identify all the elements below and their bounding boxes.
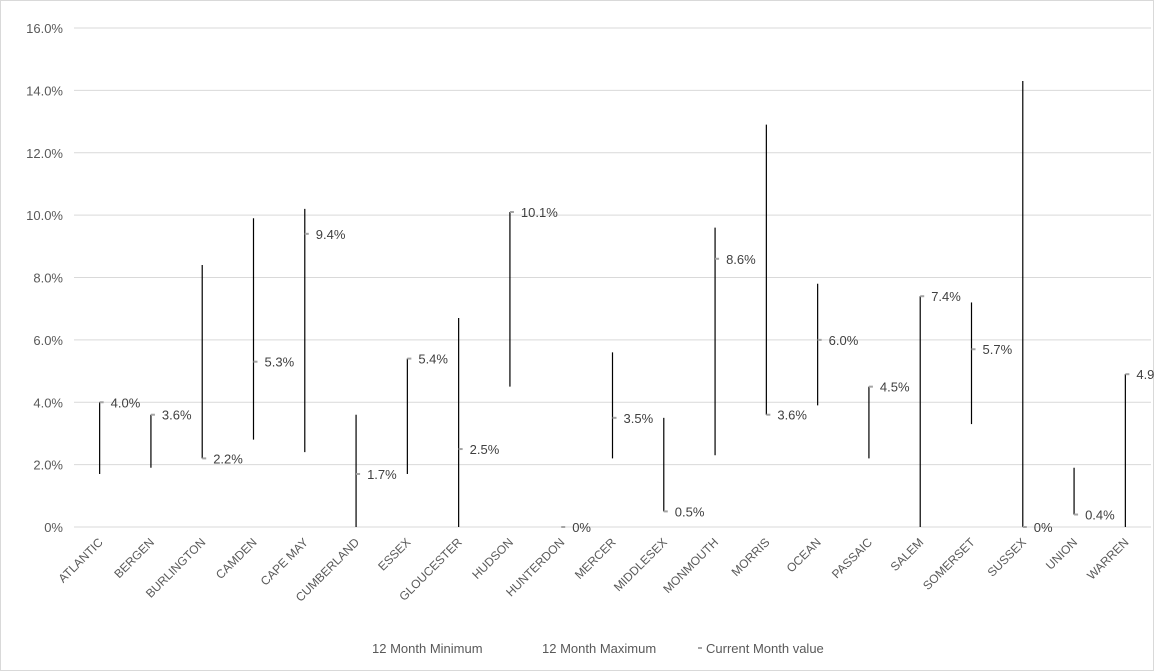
x-tick-label: SOMERSET <box>920 535 978 593</box>
data-label: 4.9% <box>1136 367 1154 382</box>
data-label: 5.7% <box>983 342 1013 357</box>
current-marker-warren <box>1125 373 1130 376</box>
current-marker-somerset <box>971 348 976 351</box>
data-label: 0.5% <box>675 504 705 519</box>
x-tick-label: MORRIS <box>729 535 773 579</box>
x-tick-label: ATLANTIC <box>55 535 106 586</box>
data-label: 6.0% <box>829 333 859 348</box>
data-label: 7.4% <box>931 289 961 304</box>
range-lines <box>99 81 1126 527</box>
y-tick-label: 0% <box>44 520 63 535</box>
data-label: 0.4% <box>1085 508 1115 523</box>
current-marker-ocean <box>817 338 822 341</box>
x-tick-label: HUDSON <box>469 535 516 582</box>
legend-item-maximum: 12 Month Maximum <box>542 641 656 656</box>
current-marker-camden <box>253 360 258 363</box>
current-markers <box>99 211 1130 528</box>
current-marker-union <box>1074 513 1079 516</box>
current-marker-bergen <box>150 413 155 416</box>
y-tick-label: 4.0% <box>33 395 63 410</box>
data-label: 4.0% <box>111 395 141 410</box>
current-marker-sussex <box>1022 526 1027 528</box>
data-label: 8.6% <box>726 252 756 267</box>
current-marker-hudson <box>509 211 514 214</box>
current-marker-hunterdon <box>561 526 566 528</box>
data-label: 9.4% <box>316 227 346 242</box>
data-labels: 4.0% 3.6% 2.2% 5.3% 9.4% 1.7% 5.4% 2.5% 10.1% 0% 3… <box>111 205 1154 535</box>
x-tick-label: ESSEX <box>375 535 413 573</box>
y-tick-label: 8.0% <box>33 271 63 286</box>
x-tick-label: OCEAN <box>784 535 824 575</box>
data-label: 4.5% <box>880 380 910 395</box>
x-tick-label: BERGEN <box>111 535 157 581</box>
y-tick-label: 6.0% <box>33 333 63 348</box>
x-tick-label: UNION <box>1043 535 1080 572</box>
current-marker-salem <box>920 295 925 298</box>
current-marker-cape-may <box>304 232 309 235</box>
y-tick-label: 12.0% <box>26 146 63 161</box>
data-label: 2.5% <box>470 442 500 457</box>
x-tick-label: CAPE MAY <box>258 535 311 588</box>
y-tick-label: 2.0% <box>33 458 63 473</box>
data-label: 0% <box>1034 520 1053 535</box>
x-tick-label: SUSSEX <box>985 535 1029 579</box>
data-label: 3.6% <box>162 408 192 423</box>
current-marker-mercer <box>612 416 617 419</box>
current-marker-burlington <box>202 457 207 460</box>
current-marker-essex <box>407 357 412 360</box>
y-tick-label: 16.0% <box>26 21 63 36</box>
current-marker-atlantic <box>99 401 104 404</box>
data-label: 0% <box>572 520 591 535</box>
current-marker-morris <box>766 413 771 416</box>
x-tick-label: SALEM <box>888 535 927 574</box>
data-label: 2.2% <box>213 451 243 466</box>
current-marker-gloucester <box>458 448 463 451</box>
data-label: 5.3% <box>265 355 295 370</box>
legend-item-current: Current Month value <box>706 641 824 656</box>
legend: 12 Month Minimum 12 Month Maximum Curren… <box>372 641 824 656</box>
legend-marker-current <box>698 647 702 649</box>
x-tick-label: CAMDEN <box>213 535 260 582</box>
data-label: 1.7% <box>367 467 397 482</box>
data-label: 5.4% <box>418 352 448 367</box>
current-marker-passaic <box>868 385 873 388</box>
data-label: 3.6% <box>777 408 807 423</box>
current-marker-monmouth <box>715 257 720 260</box>
x-tick-label: MONMOUTH <box>660 535 721 596</box>
current-marker-cumberland <box>356 472 361 475</box>
y-tick-label: 10.0% <box>26 208 63 223</box>
y-axis-ticks: 0% 2.0% 4.0% 6.0% 8.0% 10.0% 12.0% 14.0% 16.0% <box>26 21 63 535</box>
x-tick-label: MERCER <box>572 535 619 582</box>
data-label: 10.1% <box>521 205 558 220</box>
x-tick-label: PASSAIC <box>829 535 875 581</box>
y-tick-label: 14.0% <box>26 83 63 98</box>
data-label: 3.5% <box>624 411 654 426</box>
x-tick-label: WARREN <box>1084 535 1131 582</box>
legend-item-minimum: 12 Month Minimum <box>372 641 483 656</box>
current-marker-middlesex <box>663 510 668 513</box>
